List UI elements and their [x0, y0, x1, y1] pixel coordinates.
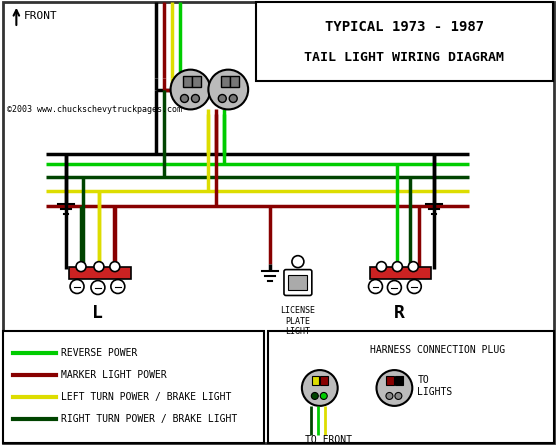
FancyBboxPatch shape: [69, 266, 131, 278]
Text: REVERSE POWER: REVERSE POWER: [61, 348, 138, 358]
Circle shape: [408, 261, 418, 272]
Text: ©2003 www.chuckschevytruckpages.com: ©2003 www.chuckschevytruckpages.com: [7, 105, 182, 114]
Text: RIGHT TURN POWER / BRAKE LIGHT: RIGHT TURN POWER / BRAKE LIGHT: [61, 414, 237, 424]
Text: FRONT: FRONT: [23, 11, 57, 21]
Circle shape: [369, 279, 383, 294]
FancyBboxPatch shape: [183, 76, 192, 87]
Text: TO FRONT: TO FRONT: [305, 435, 352, 445]
Circle shape: [76, 261, 86, 272]
Circle shape: [377, 370, 412, 406]
Circle shape: [111, 279, 125, 294]
Circle shape: [192, 94, 199, 102]
Circle shape: [395, 392, 402, 400]
Circle shape: [388, 281, 402, 295]
Text: TO
LIGHTS: TO LIGHTS: [417, 375, 452, 397]
Circle shape: [94, 261, 104, 272]
FancyBboxPatch shape: [3, 331, 264, 443]
Text: MARKER LIGHT POWER: MARKER LIGHT POWER: [61, 370, 167, 380]
FancyBboxPatch shape: [320, 376, 328, 385]
Text: R: R: [394, 304, 405, 322]
Circle shape: [70, 279, 84, 294]
FancyBboxPatch shape: [192, 76, 201, 87]
FancyBboxPatch shape: [268, 331, 554, 443]
Circle shape: [110, 261, 120, 272]
Circle shape: [180, 94, 188, 102]
FancyBboxPatch shape: [3, 2, 554, 443]
Circle shape: [386, 392, 393, 400]
FancyBboxPatch shape: [311, 376, 319, 385]
Circle shape: [91, 281, 105, 295]
Circle shape: [377, 261, 387, 272]
Circle shape: [407, 279, 421, 294]
Text: TYPICAL 1973 - 1987: TYPICAL 1973 - 1987: [325, 20, 484, 34]
Text: L: L: [92, 304, 104, 322]
Circle shape: [311, 392, 318, 400]
Text: LEFT TURN POWER / BRAKE LIGHT: LEFT TURN POWER / BRAKE LIGHT: [61, 392, 232, 402]
FancyBboxPatch shape: [284, 270, 312, 295]
Text: TAIL LIGHT WIRING DIAGRAM: TAIL LIGHT WIRING DIAGRAM: [304, 51, 504, 64]
Circle shape: [229, 94, 237, 102]
FancyBboxPatch shape: [229, 76, 239, 87]
FancyBboxPatch shape: [386, 376, 394, 385]
Circle shape: [292, 256, 304, 268]
Circle shape: [170, 70, 211, 110]
Circle shape: [302, 370, 338, 406]
FancyBboxPatch shape: [289, 275, 307, 290]
Text: HARNESS CONNECTION PLUG: HARNESS CONNECTION PLUG: [369, 345, 505, 355]
Circle shape: [218, 94, 226, 102]
Circle shape: [208, 70, 248, 110]
Text: LICENSE
PLATE
LIGHT: LICENSE PLATE LIGHT: [280, 306, 315, 336]
Circle shape: [393, 261, 402, 272]
FancyBboxPatch shape: [395, 376, 403, 385]
FancyBboxPatch shape: [369, 266, 431, 278]
FancyBboxPatch shape: [221, 76, 229, 87]
FancyBboxPatch shape: [256, 2, 553, 80]
Circle shape: [320, 392, 328, 400]
